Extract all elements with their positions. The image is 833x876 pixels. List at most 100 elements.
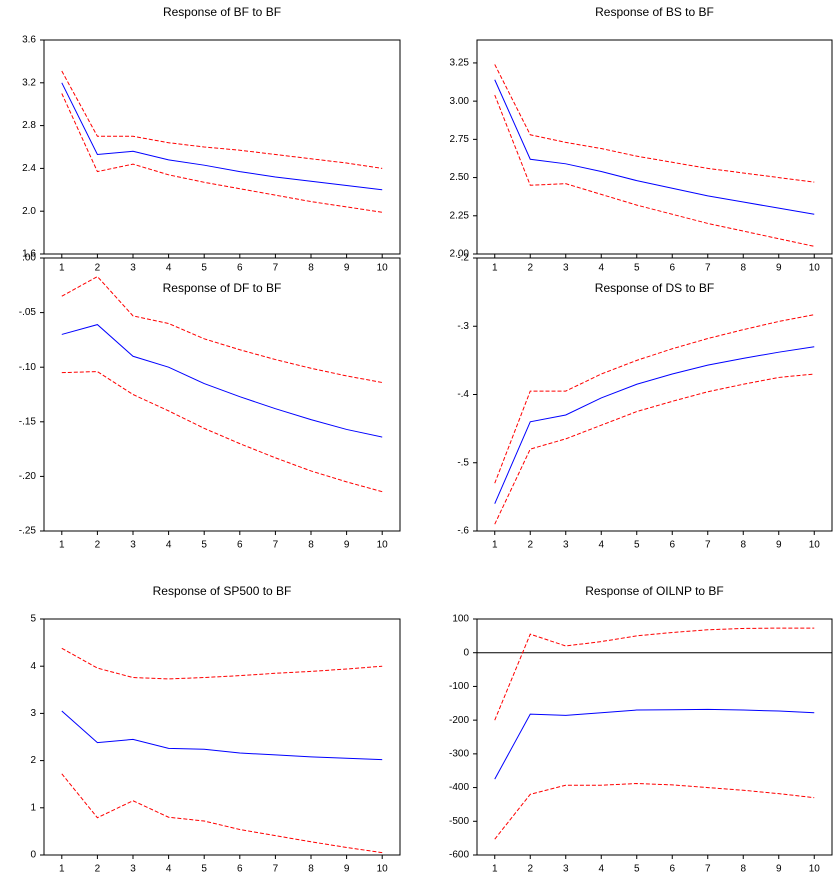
- response-line: [494, 314, 815, 484]
- response-line: [61, 82, 383, 191]
- x-tick-label: 5: [634, 263, 640, 274]
- chart-title: Response of BS to BF: [595, 5, 714, 19]
- response-line: [61, 70, 383, 169]
- x-tick-label: 2: [527, 263, 533, 274]
- x-tick-label: 7: [705, 263, 711, 274]
- y-tick-label: -.3: [457, 321, 469, 332]
- response-line: [61, 710, 383, 761]
- x-tick-label: 6: [669, 540, 675, 551]
- response-line: [61, 275, 383, 383]
- y-tick-label: .00: [22, 253, 36, 264]
- response-line: [494, 783, 815, 840]
- y-tick-label: 3: [30, 708, 36, 719]
- y-tick-label: -.5: [457, 457, 469, 468]
- y-tick-label: 3.00: [450, 96, 470, 107]
- x-tick-label: 5: [634, 540, 640, 551]
- x-tick-label: 9: [776, 540, 782, 551]
- y-tick-label: -400: [449, 782, 469, 793]
- x-tick-label: 2: [527, 864, 533, 875]
- x-tick-label: 5: [201, 540, 207, 551]
- response-line: [494, 346, 815, 504]
- y-tick-label: -.05: [19, 307, 37, 318]
- y-tick-label: 1.6: [22, 249, 36, 260]
- response-line: [61, 324, 383, 438]
- x-tick-label: 4: [166, 263, 172, 274]
- response-line: [494, 64, 815, 183]
- y-tick-label: -.15: [19, 416, 37, 427]
- response-line: [494, 373, 815, 525]
- y-tick-label: -.10: [19, 362, 37, 373]
- x-tick-label: 7: [273, 864, 279, 875]
- y-tick-label: -300: [449, 748, 469, 759]
- x-tick-label: 5: [634, 864, 640, 875]
- x-tick-label: 6: [669, 263, 675, 274]
- y-tick-label: -.25: [19, 526, 37, 537]
- x-tick-label: 3: [563, 864, 569, 875]
- x-tick-label: 8: [308, 263, 314, 274]
- x-tick-label: 3: [130, 263, 136, 274]
- x-tick-label: 1: [492, 864, 498, 875]
- x-tick-label: 8: [308, 864, 314, 875]
- response-line: [494, 708, 815, 780]
- x-tick-label: 6: [237, 263, 243, 274]
- x-tick-label: 9: [344, 263, 350, 274]
- response-line: [61, 647, 383, 680]
- response-line: [61, 773, 383, 854]
- x-tick-label: 2: [95, 263, 101, 274]
- y-tick-label: 3.2: [22, 77, 36, 88]
- plot-frame: [476, 257, 833, 532]
- x-tick-label: 4: [598, 263, 604, 274]
- x-tick-label: 9: [776, 263, 782, 274]
- x-tick-label: 9: [344, 540, 350, 551]
- x-tick-label: 6: [237, 540, 243, 551]
- x-tick-label: 1: [59, 263, 65, 274]
- y-tick-label: 3.25: [450, 58, 470, 69]
- x-tick-label: 2: [95, 540, 101, 551]
- x-tick-label: 8: [740, 263, 746, 274]
- y-tick-label: 4: [30, 661, 36, 672]
- x-tick-label: 10: [809, 263, 821, 274]
- x-tick-label: 4: [166, 540, 172, 551]
- x-tick-label: 2: [527, 540, 533, 551]
- response-line: [494, 94, 815, 247]
- y-tick-label: 5: [30, 614, 36, 625]
- y-tick-label: 100: [452, 614, 469, 625]
- x-tick-label: 3: [130, 540, 136, 551]
- x-tick-label: 1: [492, 263, 498, 274]
- x-tick-label: 4: [166, 864, 172, 875]
- plot-frame: [43, 618, 401, 856]
- y-tick-label: 2.4: [22, 163, 36, 174]
- y-tick-label: 2.8: [22, 120, 36, 131]
- y-tick-label: -.6: [457, 526, 469, 537]
- x-tick-label: 7: [273, 263, 279, 274]
- x-tick-label: 8: [308, 540, 314, 551]
- y-tick-label: 3.6: [22, 35, 36, 46]
- x-tick-label: 10: [377, 540, 389, 551]
- y-tick-label: -500: [449, 816, 469, 827]
- x-tick-label: 10: [377, 263, 389, 274]
- x-tick-label: 3: [563, 263, 569, 274]
- y-tick-label: -600: [449, 850, 469, 861]
- response-line: [494, 627, 815, 721]
- y-tick-label: -100: [449, 681, 469, 692]
- chart-title: Response of OILNP to BF: [585, 584, 724, 598]
- x-tick-label: 1: [59, 864, 65, 875]
- x-tick-label: 10: [809, 540, 821, 551]
- y-tick-label: 0: [30, 850, 36, 861]
- x-tick-label: 7: [273, 540, 279, 551]
- y-tick-label: 0: [463, 647, 469, 658]
- y-tick-label: 2.0: [22, 206, 36, 217]
- x-tick-label: 7: [705, 540, 711, 551]
- y-tick-label: 2.50: [450, 172, 470, 183]
- plot-frame: [43, 39, 401, 255]
- x-tick-label: 10: [809, 864, 821, 875]
- x-tick-label: 9: [776, 864, 782, 875]
- y-tick-label: 2.25: [450, 210, 470, 221]
- x-tick-label: 10: [377, 864, 389, 875]
- y-tick-label: 2: [30, 755, 36, 766]
- x-tick-label: 1: [492, 540, 498, 551]
- x-tick-label: 3: [130, 864, 136, 875]
- x-tick-label: 4: [598, 864, 604, 875]
- x-tick-label: 8: [740, 864, 746, 875]
- x-tick-label: 3: [563, 540, 569, 551]
